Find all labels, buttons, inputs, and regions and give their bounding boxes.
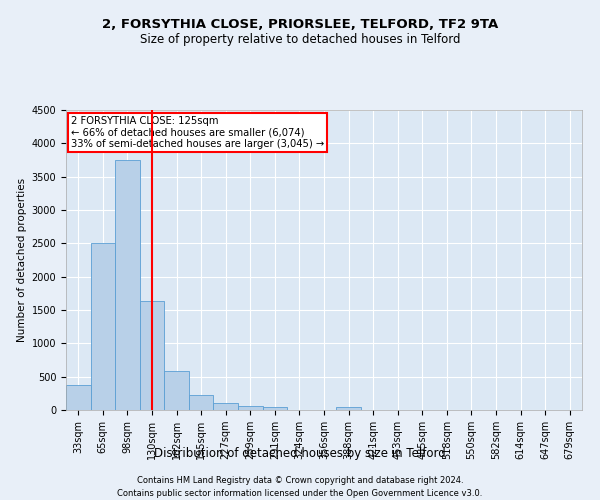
Bar bbox=[238, 406, 263, 410]
Bar bbox=[66, 386, 91, 410]
Bar bbox=[140, 300, 164, 410]
Text: Distribution of detached houses by size in Telford: Distribution of detached houses by size … bbox=[154, 448, 446, 460]
Bar bbox=[164, 370, 189, 410]
Text: Contains public sector information licensed under the Open Government Licence v3: Contains public sector information licen… bbox=[118, 489, 482, 498]
Y-axis label: Number of detached properties: Number of detached properties bbox=[17, 178, 28, 342]
Bar bbox=[214, 403, 238, 410]
Bar bbox=[189, 394, 214, 410]
Text: Contains HM Land Registry data © Crown copyright and database right 2024.: Contains HM Land Registry data © Crown c… bbox=[137, 476, 463, 485]
Text: 2, FORSYTHIA CLOSE, PRIORSLEE, TELFORD, TF2 9TA: 2, FORSYTHIA CLOSE, PRIORSLEE, TELFORD, … bbox=[102, 18, 498, 30]
Bar bbox=[91, 244, 115, 410]
Text: 2 FORSYTHIA CLOSE: 125sqm
← 66% of detached houses are smaller (6,074)
33% of se: 2 FORSYTHIA CLOSE: 125sqm ← 66% of detac… bbox=[71, 116, 325, 149]
Bar bbox=[115, 160, 140, 410]
Text: Size of property relative to detached houses in Telford: Size of property relative to detached ho… bbox=[140, 32, 460, 46]
Bar bbox=[336, 406, 361, 410]
Bar bbox=[263, 408, 287, 410]
